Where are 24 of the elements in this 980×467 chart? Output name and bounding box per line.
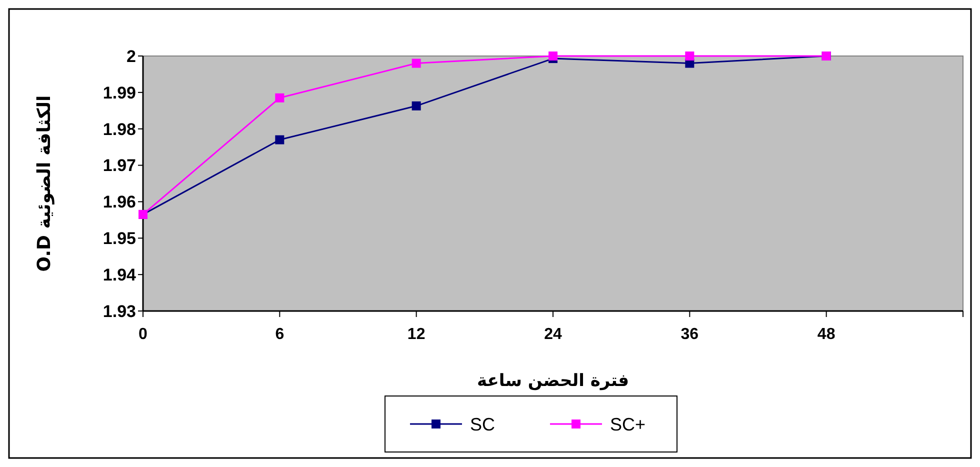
y-axis-title: O.D الكثافة الضوئية bbox=[34, 95, 55, 272]
legend-label: SC bbox=[470, 414, 496, 434]
x-tick-label: 24 bbox=[544, 326, 562, 343]
x-tick-label: 48 bbox=[817, 326, 836, 343]
legend-label: SC+ bbox=[610, 414, 646, 434]
x-tick-label: 6 bbox=[275, 326, 284, 343]
x-tick-label: 12 bbox=[407, 326, 426, 343]
point bbox=[412, 101, 421, 110]
y-tick-label: 1.96 bbox=[102, 192, 136, 212]
y-tick-label: 1.97 bbox=[102, 156, 136, 176]
point bbox=[275, 135, 284, 144]
y-tick-label: 1.99 bbox=[102, 83, 136, 102]
y-tick-label: 1.98 bbox=[102, 120, 136, 139]
x-tick-label: 36 bbox=[680, 326, 699, 343]
x-axis-title: فترة الحضن ساعة bbox=[476, 371, 630, 391]
y-tick-label: 1.95 bbox=[102, 229, 136, 248]
point bbox=[548, 52, 558, 60]
x-tick-label: 0 bbox=[138, 326, 148, 343]
y-tick-label: 1.93 bbox=[102, 302, 136, 321]
point bbox=[275, 93, 284, 102]
point bbox=[412, 58, 421, 68]
point bbox=[685, 52, 694, 60]
y-tick-label: 2 bbox=[126, 46, 136, 66]
y-tick-label: 1.94 bbox=[102, 266, 137, 285]
